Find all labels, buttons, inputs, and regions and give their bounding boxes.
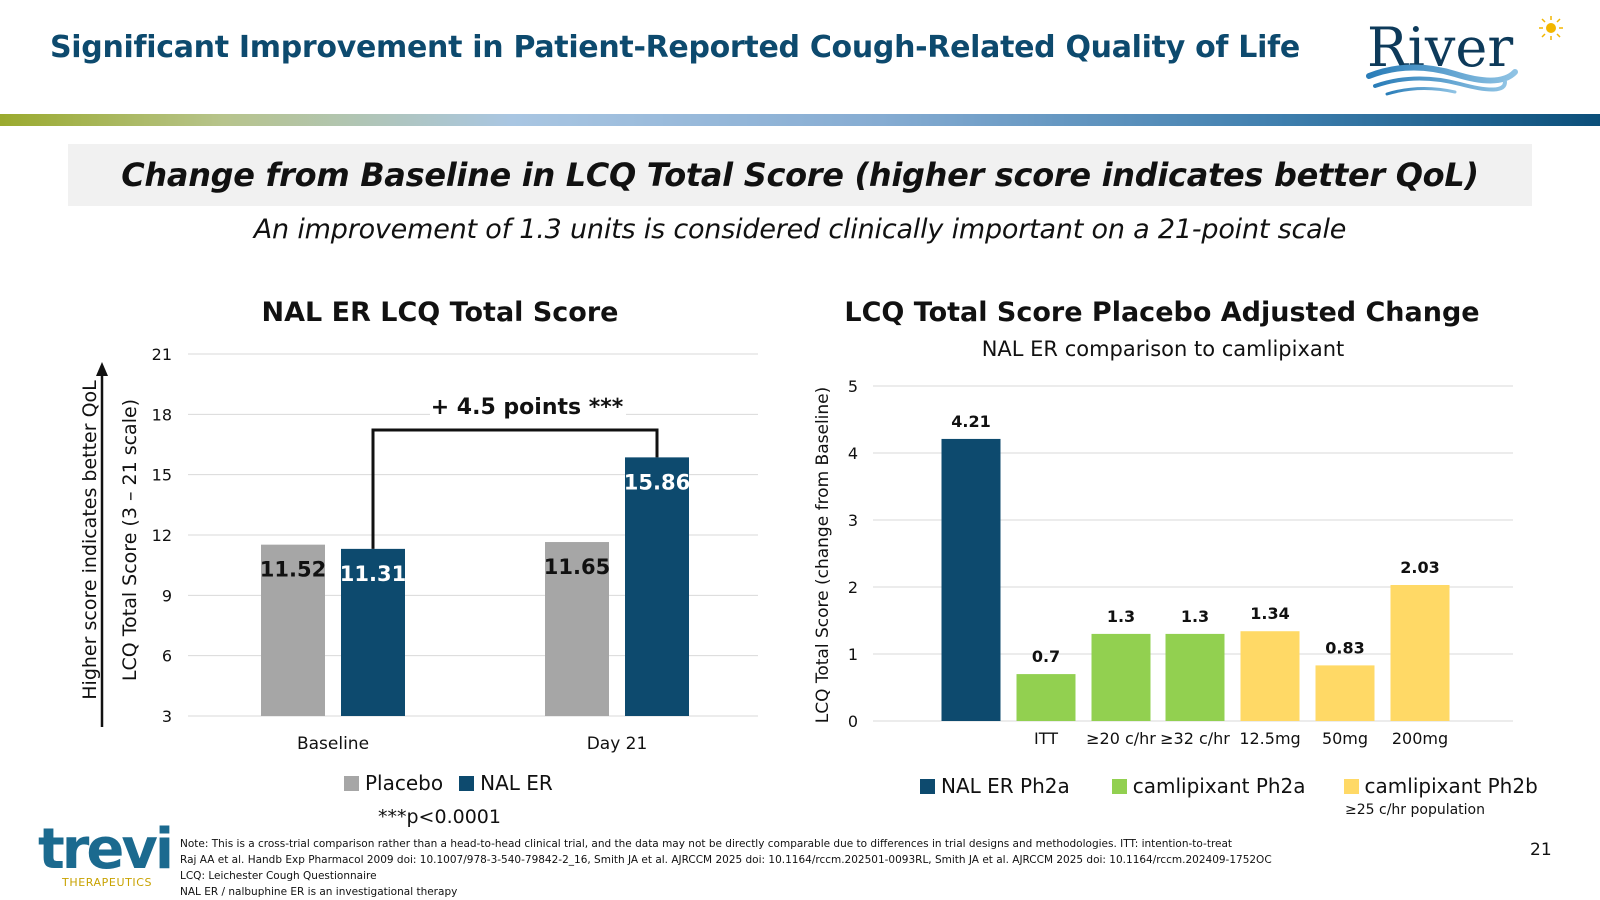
right-chart-y-ticks: 0 1 2 3 4 5 — [848, 377, 858, 731]
right-category-label: ≥32 c/hr — [1160, 729, 1230, 748]
legend-label-camlipixant-ph2b: camlipixant Ph2b — [1364, 774, 1538, 798]
right-bar — [1240, 631, 1300, 721]
right-bar-label: 4.21 — [951, 412, 990, 431]
trevi-logo-subtext: THERAPEUTICS — [61, 876, 152, 889]
footnote-line: Raj AA et al. Handb Exp Pharmacol 2009 d… — [180, 854, 1272, 866]
right-category-label: 50mg — [1322, 729, 1368, 748]
bracket-line — [371, 428, 659, 549]
trevi-logo-text: trevi — [38, 820, 171, 882]
page-number: 21 — [1530, 840, 1552, 860]
right-bar — [1016, 674, 1076, 721]
legend-label-placebo: Placebo — [365, 771, 444, 795]
left-bar — [341, 548, 405, 716]
right-bar — [1165, 633, 1225, 721]
left-y-tick-label: 3 — [162, 707, 172, 726]
left-category-label: Day 21 — [587, 734, 648, 754]
left-y-tick-label: 15 — [152, 466, 172, 485]
left-bar — [545, 542, 609, 716]
legend-item-camlipixant-ph2b: camlipixant Ph2b — [1343, 774, 1538, 798]
footnotes: Note: This is a cross-trial comparison r… — [180, 836, 1272, 900]
right-category-label: ≥20 c/hr — [1086, 729, 1156, 748]
left-category-label: Baseline — [297, 734, 369, 754]
footnote-line: LCQ: Leichester Cough Questionnaire — [180, 870, 377, 882]
left-chart-y-ticks: 3 6 9 12 15 18 21 — [152, 345, 172, 726]
legend-label-camlipixant-ph2a: camlipixant Ph2a — [1132, 774, 1306, 798]
left-y-tick-label: 21 — [152, 345, 172, 364]
right-y-tick-label: 2 — [848, 578, 858, 597]
chart-subheader: An improvement of 1.3 units is considere… — [253, 214, 1347, 245]
left-bar-label: 11.52 — [260, 558, 326, 582]
right-chart: LCQ Total Score Placebo Adjusted Change … — [813, 297, 1513, 748]
right-chart-subtitle: NAL ER comparison to camlipixant — [982, 337, 1345, 361]
right-category-label: 12.5mg — [1239, 729, 1300, 748]
right-bar-label: 1.3 — [1181, 607, 1209, 626]
left-y-tick-label: 12 — [152, 526, 172, 545]
right-y-tick-label: 4 — [848, 444, 858, 463]
right-y-tick-label: 3 — [848, 511, 858, 530]
left-chart-y-axis-arrow — [96, 362, 108, 727]
legend-item-nal-er-ph2a: NAL ER Ph2a — [920, 774, 1070, 798]
left-bar — [261, 544, 325, 716]
header-gradient-band — [0, 114, 1600, 126]
right-chart-legend: NAL ER Ph2a camlipixant Ph2a camlipixant… — [920, 774, 1538, 798]
page-title: Significant Improvement in Patient-Repor… — [50, 30, 1300, 65]
legend-swatch-placebo — [344, 775, 359, 791]
bracket-label-bg — [430, 388, 626, 422]
right-y-tick-label: 1 — [848, 645, 858, 664]
sun-icon — [1539, 16, 1563, 40]
right-bar — [1390, 584, 1450, 721]
left-chart-categories: Baseline Day 21 — [297, 734, 647, 754]
right-y-tick-label: 5 — [848, 377, 858, 396]
trevi-logo: trevi THERAPEUTICS — [38, 820, 174, 889]
legend-swatch-camlipixant-ph2b — [1343, 778, 1359, 794]
left-y-tick-label: 18 — [152, 405, 172, 424]
right-y-tick-label: 0 — [848, 712, 858, 731]
right-category-label: 200mg — [1392, 729, 1448, 748]
footnote-line: NAL ER / nalbuphine ER is an investigati… — [180, 886, 458, 898]
legend-swatch-nal-er-ph2a — [920, 778, 935, 794]
legend-swatch-camlipixant-ph2a — [1111, 778, 1127, 794]
legend-label-nal-er: NAL ER — [480, 771, 553, 795]
legend-item-camlipixant-ph2a: camlipixant Ph2a — [1111, 774, 1306, 798]
right-bar-label: 2.03 — [1400, 558, 1439, 577]
chart-header-text: Change from Baseline in LCQ Total Score … — [121, 156, 1479, 194]
chart-header-box: Change from Baseline in LCQ Total Score … — [68, 144, 1532, 206]
left-y-tick-label: 9 — [162, 586, 172, 605]
right-bar-label: 0.83 — [1325, 638, 1364, 657]
right-bar-label: 0.7 — [1032, 647, 1060, 666]
right-chart-categories: ITT ≥20 c/hr ≥32 c/hr 12.5mg 50mg 200mg — [1034, 729, 1448, 748]
right-chart-y-label: LCQ Total Score (change from Baseline) — [813, 387, 833, 724]
left-chart-significance-bracket: + 4.5 points *** — [371, 388, 659, 549]
footnote-line: Note: This is a cross-trial comparison r… — [180, 838, 1233, 850]
left-chart-title: NAL ER LCQ Total Score — [262, 297, 619, 328]
left-chart-legend: Placebo NAL ER — [344, 771, 553, 795]
significance-note: ***p<0.0001 — [378, 806, 501, 828]
left-chart-arrow-label: Higher score indicates better QoL — [79, 380, 101, 700]
legend-swatch-nal-er — [459, 775, 475, 791]
left-chart: NAL ER LCQ Total Score 3 6 9 12 15 18 21 Highe… — [79, 297, 758, 754]
right-category-label: ITT — [1034, 729, 1058, 748]
left-bar-label: 11.31 — [340, 562, 406, 586]
left-y-tick-label: 6 — [162, 647, 172, 666]
right-bar — [941, 438, 1001, 721]
legend-label-nal-er-ph2a: NAL ER Ph2a — [941, 774, 1070, 798]
legend-item-placebo: Placebo — [344, 771, 443, 795]
legend-item-nal-er: NAL ER — [459, 771, 553, 795]
right-bar-label: 1.34 — [1250, 604, 1289, 623]
wave-icon — [1366, 64, 1518, 96]
right-bar — [1315, 665, 1375, 721]
left-bar-label: 11.65 — [544, 555, 610, 579]
bracket-label: + 4.5 points *** — [431, 395, 624, 420]
left-bar-label: 15.86 — [624, 470, 690, 494]
right-chart-bars: 4.21 0.7 1.3 1.3 1.34 0.83 2.03 — [941, 412, 1450, 721]
left-chart-y-label: LCQ Total Score (3 – 21 scale) — [119, 399, 141, 681]
right-bar — [1091, 633, 1151, 721]
left-bar — [625, 457, 689, 716]
right-bar-label: 1.3 — [1107, 607, 1135, 626]
right-chart-title: LCQ Total Score Placebo Adjusted Change — [844, 297, 1479, 328]
left-chart-bars: 11.52 11.31 11.65 15.86 — [260, 457, 690, 716]
river-logo: River — [1366, 16, 1563, 96]
population-note: ≥25 c/hr population — [1345, 802, 1485, 818]
